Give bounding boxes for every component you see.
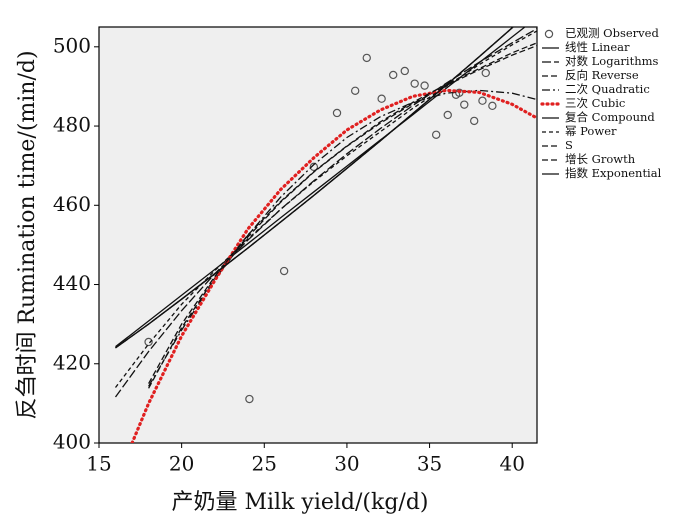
data-point <box>481 68 490 78</box>
data-point <box>144 337 153 347</box>
y-tick-label: 480 <box>53 113 91 137</box>
data-point <box>469 116 479 126</box>
y-tick-label: 400 <box>53 430 91 454</box>
x-tick-label: 40 <box>499 452 524 476</box>
legend-label: 复合 Compound <box>565 110 655 124</box>
legend-label: 二次 Quadratic <box>565 82 650 96</box>
data-point <box>443 110 452 120</box>
legend-label: 对数 Logarithms <box>565 54 659 68</box>
data-point <box>460 100 469 109</box>
x-axis-title: 产奶量 Milk yield/(kg/d) <box>171 490 428 515</box>
data-point <box>279 266 289 276</box>
data-point <box>410 79 419 88</box>
legend-label: 三次 Cubic <box>565 96 625 110</box>
y-tick-label: 420 <box>53 350 91 374</box>
data-point <box>420 81 429 90</box>
legend-label: S <box>565 138 573 152</box>
legend-label: 增长 Growth <box>565 152 636 166</box>
plot-area <box>98 26 538 444</box>
data-point <box>389 70 398 80</box>
legend-label: 反向 Reverse <box>565 68 639 82</box>
x-tick-label: 20 <box>169 452 194 476</box>
x-tick-label: 15 <box>86 452 111 476</box>
legend-marker <box>544 29 554 39</box>
fit-line <box>148 89 537 387</box>
data-point <box>362 53 371 63</box>
x-tick-label: 35 <box>417 452 442 476</box>
fit-line <box>115 27 515 349</box>
legend-label: 已观测 Observed <box>565 26 659 40</box>
fit-line <box>115 27 526 348</box>
legend-label: 指数 Exponential <box>565 166 662 180</box>
x-tick-label: 25 <box>252 452 277 476</box>
data-point <box>478 96 487 105</box>
data-point <box>431 130 441 139</box>
fit-line <box>114 30 537 388</box>
data-point <box>245 394 254 404</box>
y-axis-title: 反刍时间 Rumination time/(min/d) <box>15 50 40 419</box>
data-point <box>377 94 386 103</box>
data-point <box>400 66 409 76</box>
y-tick-label: 460 <box>53 192 91 216</box>
y-tick-label: 500 <box>53 33 91 57</box>
data-point <box>488 101 497 111</box>
legend-label: 线性 Linear <box>565 40 630 54</box>
x-tick-label: 30 <box>334 452 359 476</box>
plot-marks <box>114 27 537 443</box>
data-point <box>350 86 360 95</box>
data-point <box>332 108 342 118</box>
fit-line <box>130 88 537 443</box>
data-point <box>309 162 319 172</box>
fit-line <box>114 28 537 398</box>
legend-label: 幂 Power <box>565 124 617 138</box>
y-tick-label: 440 <box>53 271 91 295</box>
